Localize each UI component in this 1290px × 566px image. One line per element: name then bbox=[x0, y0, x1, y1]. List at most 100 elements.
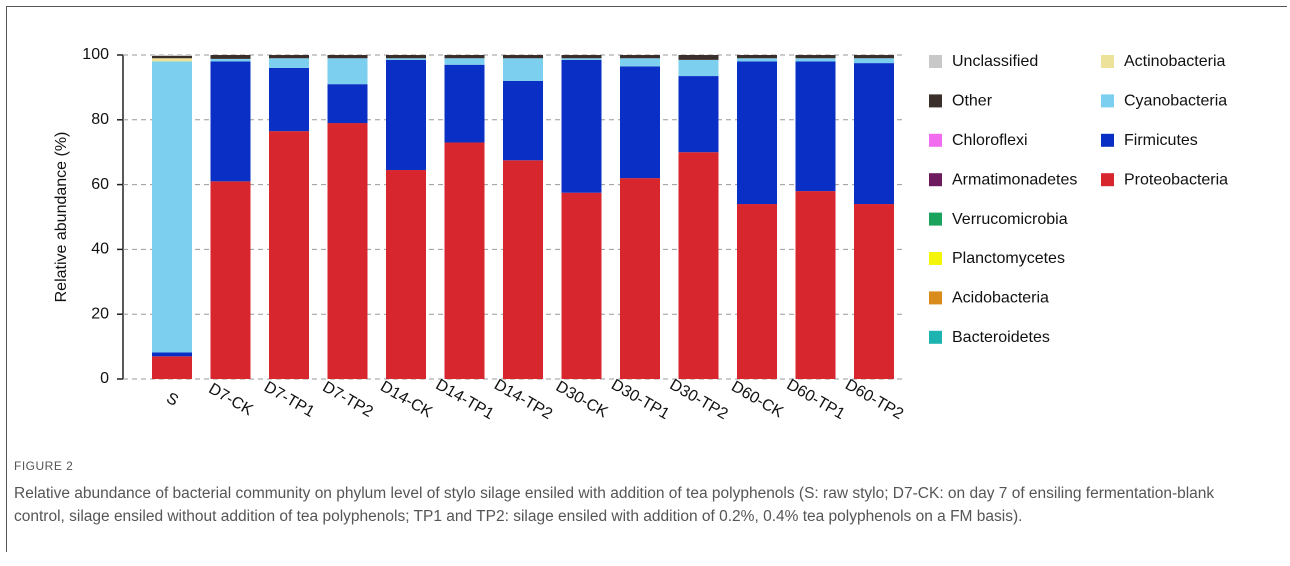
bar-segment bbox=[210, 181, 251, 379]
legend-label: Firmicutes bbox=[1124, 132, 1198, 149]
bar-segment bbox=[269, 55, 309, 59]
y-tick-label: 20 bbox=[91, 305, 109, 322]
bar-segment bbox=[327, 84, 368, 124]
bar-segment bbox=[386, 55, 426, 59]
bar-segment bbox=[737, 204, 777, 379]
bar-segment bbox=[152, 352, 192, 357]
x-tick-label: D14-TP1 bbox=[433, 376, 497, 423]
y-tick-label: 60 bbox=[91, 176, 109, 193]
bar-segment bbox=[386, 170, 426, 379]
bar-segment bbox=[620, 55, 660, 59]
legend-swatch bbox=[929, 173, 942, 187]
bar-segment bbox=[269, 58, 309, 68]
bar-segment bbox=[327, 123, 368, 379]
y-tick-label: 0 bbox=[100, 370, 109, 387]
bar-segment bbox=[444, 64, 485, 143]
bar-segment bbox=[795, 55, 836, 59]
x-tick-label: D60-TP2 bbox=[842, 376, 906, 423]
bar-segment bbox=[678, 59, 719, 77]
bar-segment bbox=[737, 61, 777, 205]
legend-label: Planctomycetes bbox=[952, 250, 1065, 267]
bar-segment bbox=[386, 59, 426, 171]
legend-label: Verrucomicrobia bbox=[952, 211, 1068, 228]
legend-label: Bacteroidetes bbox=[952, 329, 1050, 346]
legend-swatch bbox=[929, 212, 942, 226]
bar-segment bbox=[152, 55, 192, 56]
x-tick-label: D14-TP2 bbox=[491, 376, 555, 423]
legend-swatch bbox=[1101, 133, 1114, 147]
bar-segment bbox=[444, 142, 485, 379]
bar-segment bbox=[678, 55, 719, 60]
bar-segment bbox=[854, 204, 894, 379]
bar-segment bbox=[678, 152, 719, 379]
bar-segment bbox=[503, 160, 543, 379]
x-tick-label: D7-TP2 bbox=[320, 379, 376, 421]
bar-segment bbox=[795, 191, 836, 379]
legend-label: Proteobacteria bbox=[1124, 171, 1228, 188]
bar-segment bbox=[854, 58, 894, 64]
bar-segment bbox=[152, 55, 192, 59]
legend-label: Acidobacteria bbox=[952, 290, 1049, 307]
legend-swatch bbox=[929, 291, 942, 305]
bar-segment bbox=[620, 58, 660, 67]
y-tick-label: 100 bbox=[82, 46, 109, 63]
y-tick-label: 80 bbox=[91, 111, 109, 128]
legend-swatch bbox=[929, 252, 942, 265]
x-tick-label: D30-CK bbox=[553, 378, 611, 421]
legend-label: Cyanobacteria bbox=[1124, 93, 1227, 110]
x-tick-label: D14-CK bbox=[377, 378, 435, 421]
figure-frame bbox=[6, 6, 1287, 552]
legend-swatch bbox=[929, 94, 942, 108]
bar-segment bbox=[444, 58, 485, 65]
bar-segment bbox=[503, 80, 543, 161]
bar-segment bbox=[561, 192, 602, 379]
x-tick-label: D7-CK bbox=[206, 380, 256, 419]
bar-segment bbox=[561, 55, 602, 59]
legend-swatch bbox=[929, 330, 942, 344]
chart: Relative abundance (%) 0 20 40 60 80 100 S D7-C… bbox=[53, 46, 1228, 423]
bar-segment bbox=[737, 55, 777, 59]
x-tick-label: D30-TP2 bbox=[667, 376, 731, 423]
legend-swatch bbox=[929, 133, 942, 147]
legend-swatch bbox=[1101, 55, 1114, 68]
bar-segment bbox=[503, 55, 543, 59]
caption: Relative abundance of bacterial communit… bbox=[14, 485, 1215, 525]
bar-segment bbox=[210, 55, 251, 59]
legend-label: Armatimonadetes bbox=[952, 171, 1077, 188]
bar-segment bbox=[327, 58, 368, 85]
bar-segment bbox=[444, 55, 485, 59]
bar-segment bbox=[620, 178, 660, 379]
legend-label: Unclassified bbox=[952, 53, 1038, 70]
y-tick-label: 40 bbox=[91, 241, 109, 258]
bar-segment bbox=[503, 58, 543, 81]
bar-segment bbox=[795, 61, 836, 192]
bar-segment bbox=[152, 61, 192, 353]
x-tick-label: S bbox=[163, 390, 181, 410]
bar-segment bbox=[854, 63, 894, 205]
x-tick-label: D60-TP1 bbox=[784, 376, 848, 423]
figure-label: FIGURE 2 bbox=[14, 459, 74, 473]
x-tick-label: D30-TP1 bbox=[608, 376, 672, 423]
legend-label: Chloroflexi bbox=[952, 132, 1028, 149]
bar-segment bbox=[561, 59, 602, 193]
bar-segment bbox=[269, 67, 309, 132]
bar-segment bbox=[210, 58, 251, 62]
legend-swatch bbox=[1101, 94, 1114, 108]
bar-segment bbox=[854, 55, 894, 59]
bar-segment bbox=[795, 58, 836, 62]
bar-segment bbox=[210, 61, 251, 182]
y-axis-label: Relative abundance (%) bbox=[53, 132, 70, 303]
bar-segment bbox=[152, 58, 192, 62]
bar-segment bbox=[269, 131, 309, 379]
bar-segment bbox=[737, 58, 777, 62]
bar-segment bbox=[386, 58, 426, 60]
x-tick-label: D7-TP1 bbox=[261, 379, 317, 421]
x-tick-label: D60-CK bbox=[728, 378, 786, 421]
bar-segment bbox=[327, 55, 368, 59]
bar-segment bbox=[678, 76, 719, 153]
legend-label: Actinobacteria bbox=[1124, 53, 1225, 70]
bar-segment bbox=[620, 66, 660, 179]
bar-segment bbox=[561, 58, 602, 60]
legend-label: Other bbox=[952, 93, 993, 110]
